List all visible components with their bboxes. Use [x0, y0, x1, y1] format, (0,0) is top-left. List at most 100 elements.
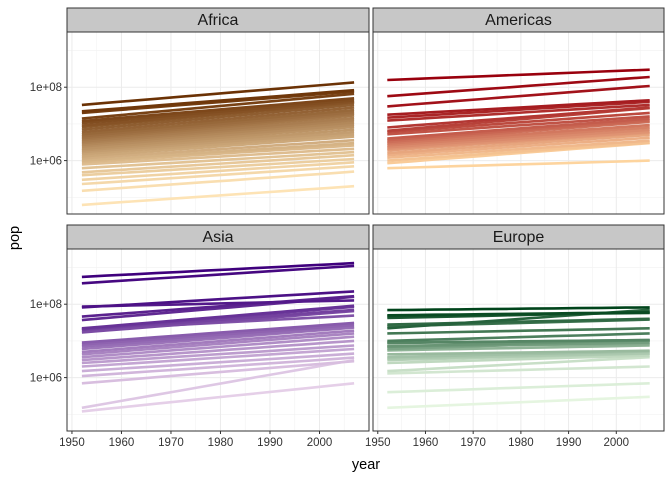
series-line-americas [387, 75, 650, 98]
x-axes: 1950 1960 1970 1980 1990 2000 1950 1960 1970 1980… [59, 431, 629, 449]
series-line-europe [387, 352, 650, 360]
series-line-americas [387, 136, 650, 157]
series-line-americas [387, 84, 650, 108]
series-line-africa [81, 150, 355, 170]
series-line-asia [81, 358, 355, 410]
series-line-americas [387, 103, 650, 122]
series-line-americas [387, 120, 650, 144]
series-line-americas [387, 139, 650, 159]
series-line-africa [81, 170, 355, 193]
series-line-asia [81, 304, 355, 330]
series-line-asia [81, 261, 355, 279]
series-line-africa [81, 165, 355, 186]
series-line-africa [81, 135, 355, 158]
series-line-americas [387, 111, 650, 134]
series-line-europe [387, 311, 650, 317]
series-line-africa [81, 92, 355, 120]
series-line-asia [81, 321, 355, 344]
series-line-americas [387, 141, 650, 162]
series-line-africa [81, 116, 355, 143]
x-tick-label: 2000 [307, 437, 333, 449]
series-line-africa [81, 90, 355, 115]
series-line-africa [81, 114, 355, 141]
x-tick-label: 1950 [59, 437, 85, 449]
series-line-asia [81, 290, 355, 309]
series-line-asia [81, 356, 355, 378]
series-line-africa [81, 157, 355, 177]
series-line-asia [81, 309, 355, 334]
series-line-africa [81, 88, 355, 113]
x-tick-label: 1980 [508, 437, 534, 449]
series-line-africa [81, 184, 355, 207]
series-line-asia [81, 329, 355, 354]
x-tick-label: 2000 [603, 437, 629, 449]
panel-border [372, 248, 665, 432]
strip-label-asia: Asia [202, 229, 233, 246]
facet-asia: Asia [66, 224, 370, 432]
series-line-americas [387, 106, 650, 129]
series-line-americas [387, 117, 650, 140]
series-line-europe [387, 355, 650, 373]
series-line-asia [81, 344, 355, 365]
series-line-asia [81, 323, 355, 346]
series-line-americas [387, 123, 650, 145]
series-line-africa [81, 106, 355, 134]
series-line-africa [81, 103, 355, 131]
series-line-americas [387, 99, 650, 116]
series-line-europe [387, 382, 650, 394]
series-line-africa [81, 110, 355, 138]
x-tick-label: 1990 [556, 437, 582, 449]
series-line-africa [81, 99, 355, 125]
strip-americas [372, 7, 665, 33]
series-line-europe [387, 332, 650, 343]
series-line-americas [387, 100, 650, 119]
series-line-asia [81, 352, 355, 373]
series-line-asia [81, 325, 355, 348]
strip-europe [372, 224, 665, 250]
series-line-africa [81, 130, 355, 154]
facet-africa: Africa [66, 7, 370, 215]
series-line-africa [81, 144, 355, 164]
series-line-africa [81, 118, 355, 145]
y-axes: 1e+06 1e+08 1e+06 1e+08 [30, 82, 67, 385]
strip-asia [66, 224, 370, 250]
series-line-asia [81, 382, 355, 413]
series-line-europe [387, 327, 650, 335]
series-line-africa [81, 81, 355, 107]
series-line-americas [387, 115, 650, 136]
series-line-asia [81, 264, 355, 285]
series-line-africa [81, 100, 355, 127]
x-tick-label: 1970 [460, 437, 486, 449]
series-line-africa [81, 108, 355, 136]
series-line-africa [81, 128, 355, 152]
facet-americas: Americas [372, 7, 665, 215]
panel-border [66, 248, 370, 432]
series-line-europe [387, 344, 650, 352]
series-line-europe [387, 338, 650, 344]
x-tick-label: 1990 [257, 437, 283, 449]
series-line-americas [387, 133, 650, 155]
panel-border [66, 31, 370, 215]
series-line-africa [81, 97, 355, 123]
series-line-africa [81, 125, 355, 151]
series-line-europe [387, 365, 650, 375]
y-tick-label: 1e+06 [30, 156, 62, 168]
series-line-africa [81, 141, 355, 162]
strip-label-americas: Americas [485, 12, 552, 29]
series-line-africa [81, 121, 355, 147]
y-tick-label: 1e+06 [30, 373, 62, 385]
strip-label-europe: Europe [493, 229, 545, 246]
series-line-europe [387, 349, 650, 356]
strip-label-africa: Africa [198, 12, 239, 29]
series-line-asia [81, 332, 355, 356]
series-line-africa [81, 161, 355, 182]
series-line-africa [81, 123, 355, 148]
series-line-africa [81, 147, 355, 166]
series-line-americas [387, 68, 650, 82]
series-line-americas [387, 159, 650, 170]
x-tick-label: 1970 [158, 437, 184, 449]
y-axis-title: pop [7, 226, 23, 250]
series-line-europe [387, 317, 650, 326]
series-line-europe [387, 306, 650, 312]
x-tick-label: 1960 [413, 437, 439, 449]
